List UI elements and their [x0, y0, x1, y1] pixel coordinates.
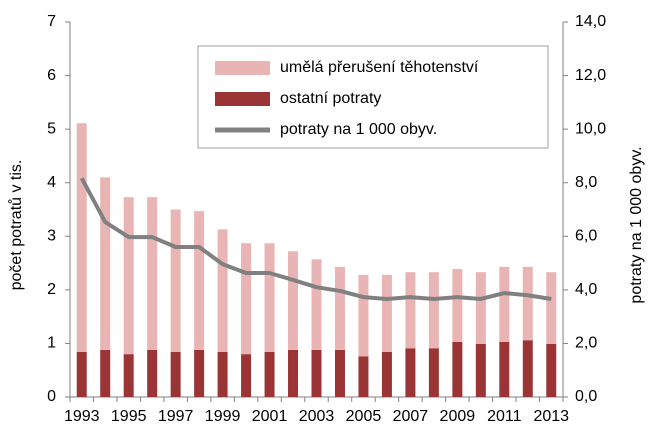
bar — [334, 266, 345, 350]
x-tick-label: 1999 — [205, 408, 241, 425]
bar — [217, 352, 228, 397]
y-tick-label: 2 — [47, 281, 56, 298]
x-tick-label: 2011 — [487, 408, 522, 425]
bar — [522, 266, 533, 341]
bar — [546, 272, 557, 344]
y-tick-label: 0 — [47, 388, 56, 405]
bar — [381, 352, 392, 397]
bar — [123, 197, 134, 355]
x-tick-label: 2005 — [346, 408, 382, 425]
bar — [264, 352, 275, 397]
bar — [499, 341, 510, 397]
y-tick-label: 4 — [47, 174, 56, 191]
y2-tick-label: 4,0 — [575, 281, 597, 298]
y2-tick-label: 2,0 — [575, 335, 597, 352]
bar — [358, 274, 369, 357]
bar — [147, 197, 158, 350]
bar — [100, 349, 111, 397]
bar — [522, 340, 533, 397]
legend-label: potraty na 1 000 obyv. — [280, 121, 437, 138]
bar — [194, 349, 205, 397]
bar — [170, 352, 181, 397]
bar — [475, 343, 486, 397]
x-tick-label: 2003 — [299, 408, 335, 425]
bar — [405, 348, 416, 397]
y-axis-title: počet potratů v tis. — [7, 160, 25, 291]
legend-label: ostatní potraty — [280, 90, 381, 107]
bar — [358, 356, 369, 397]
y-tick-label: 5 — [47, 120, 56, 137]
y2-tick-label: 0,0 — [575, 388, 597, 405]
bar — [428, 348, 439, 397]
legend-label: umělá přerušení těhotenství — [280, 59, 479, 76]
y2-axis-title: potraty na 1 000 obyv. — [628, 146, 645, 303]
bar — [288, 349, 299, 397]
bar — [334, 349, 345, 397]
legend-swatch — [215, 61, 270, 75]
bar — [241, 243, 252, 355]
x-tick-label: 1997 — [158, 408, 194, 425]
x-tick-label: 1995 — [111, 408, 147, 425]
bar — [170, 209, 181, 352]
bar — [475, 272, 486, 344]
x-tick-label: 2013 — [533, 408, 569, 425]
y2-tick-label: 10,0 — [575, 120, 606, 137]
bar — [405, 272, 416, 349]
y-tick-label: 1 — [47, 335, 56, 352]
bar — [123, 354, 134, 397]
line — [79, 177, 552, 301]
bar — [546, 343, 557, 397]
bar — [452, 341, 463, 397]
x-tick-label: 2009 — [440, 408, 476, 425]
bar — [288, 251, 299, 350]
bar — [76, 123, 87, 352]
y2-tick-label: 8,0 — [575, 174, 597, 191]
y-tick-label: 6 — [47, 67, 56, 84]
y-tick-label: 3 — [47, 228, 56, 245]
bar — [311, 349, 322, 397]
bar — [76, 352, 87, 397]
y2-tick-label: 14,0 — [575, 13, 606, 30]
x-tick-label: 1993 — [64, 408, 100, 425]
bar — [428, 272, 439, 349]
bar — [194, 211, 205, 350]
bar — [452, 268, 463, 342]
legend-swatch — [215, 92, 270, 106]
x-tick-label: 2007 — [393, 408, 429, 425]
y2-tick-label: 12,0 — [575, 67, 606, 84]
x-tick-label: 2001 — [252, 408, 288, 425]
legend: umělá přerušení těhotenství ostatní potra… — [197, 45, 549, 149]
bar — [499, 266, 510, 342]
bar — [381, 274, 392, 352]
bar — [311, 259, 322, 350]
y-tick-label: 7 — [47, 13, 56, 30]
y2-tick-label: 6,0 — [575, 228, 597, 245]
bar — [217, 229, 228, 352]
bar — [100, 177, 111, 350]
bar — [241, 354, 252, 397]
bar — [264, 243, 275, 352]
bar — [147, 349, 158, 397]
